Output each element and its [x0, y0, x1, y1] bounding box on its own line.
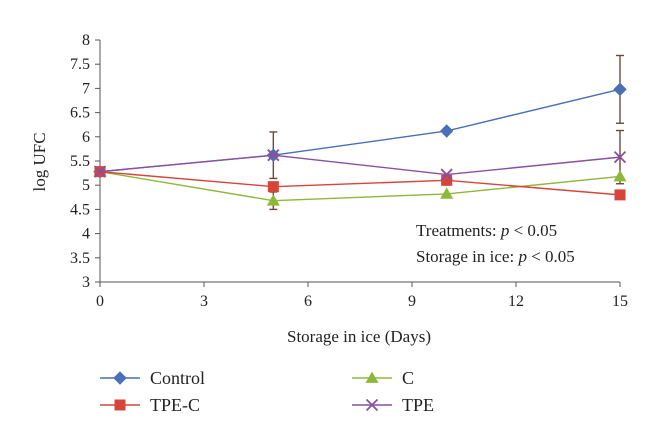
- data-point-tpe: [440, 168, 453, 181]
- series-line-control: [99, 88, 621, 173]
- legend-label: Control: [150, 368, 205, 388]
- x-tick-label: 6: [304, 293, 312, 310]
- legend-item-tpe: TPE: [352, 395, 434, 415]
- x-ticks: 0 3 6 9 12 15: [96, 282, 628, 310]
- data-point-control: [439, 124, 454, 138]
- x-tick-label: 0: [96, 293, 104, 310]
- series-control: [93, 82, 627, 179]
- y-tick-label: 4.5: [70, 201, 90, 218]
- legend-label: TPE-C: [150, 395, 200, 415]
- y-tick-label: 5.5: [70, 153, 90, 170]
- series-group: [93, 82, 627, 206]
- legend-label: C: [402, 368, 414, 388]
- series-tpe: [93, 149, 627, 181]
- data-point-tpe: [613, 150, 627, 164]
- x-tick-label: 12: [508, 293, 524, 310]
- series-c: [93, 165, 627, 206]
- data-point-c: [613, 169, 627, 182]
- legend-item-c: C: [352, 368, 414, 388]
- y-ticks: 3 3.5 4 4.5 5 5.5 6 6.5 7 7.5 8: [70, 32, 100, 291]
- significance-annotation: Treatments: p < 0.05: [416, 221, 557, 240]
- data-point-tpe-c: [267, 181, 279, 193]
- y-tick-label: 3.5: [70, 250, 90, 267]
- legend-item-tpe-c: TPE-C: [100, 395, 200, 415]
- data-point-c: [440, 187, 454, 199]
- significance-annotation: Storage in ice: p < 0.05: [416, 247, 575, 266]
- legend-marker-tpe: [365, 398, 379, 412]
- legend-item-control: Control: [100, 368, 205, 388]
- legend-label: TPE: [402, 395, 434, 415]
- y-tick-label: 4: [82, 226, 90, 243]
- axes: [99, 40, 620, 283]
- y-tick-label: 8: [82, 32, 90, 49]
- data-point-tpe-c: [441, 174, 453, 186]
- data-point-control: [613, 82, 627, 97]
- legend-marker-c: [365, 371, 379, 383]
- y-axis-title: log UFC: [30, 132, 49, 191]
- x-tick-label: 3: [200, 293, 208, 310]
- x-axis-title: Storage in ice (Days): [287, 327, 431, 346]
- y-tick-label: 3: [82, 274, 90, 291]
- x-tick-label: 9: [408, 293, 416, 310]
- data-point-c: [266, 194, 280, 206]
- series-line-c: [99, 170, 621, 202]
- y-tick-label: 7.5: [70, 56, 90, 73]
- y-tick-label: 5: [82, 177, 90, 194]
- data-point-tpe: [267, 149, 280, 162]
- legend-marker-control: [113, 371, 127, 385]
- legend-marker-tpe-c: [114, 399, 126, 411]
- series-line-tpe: [99, 154, 621, 176]
- y-tick-label: 7: [82, 80, 90, 97]
- x-tick-label: 15: [612, 293, 628, 310]
- legend: Control C TPE-C TPE: [100, 368, 434, 415]
- annotations: Treatments: p < 0.05 Storage in ice: p < …: [416, 221, 575, 266]
- data-point-tpe: [93, 165, 107, 178]
- series-line-tpe-c: [99, 170, 621, 196]
- data-point-tpe-c: [614, 189, 626, 201]
- y-tick-label: 6: [82, 129, 90, 146]
- y-tick-label: 6.5: [70, 105, 90, 122]
